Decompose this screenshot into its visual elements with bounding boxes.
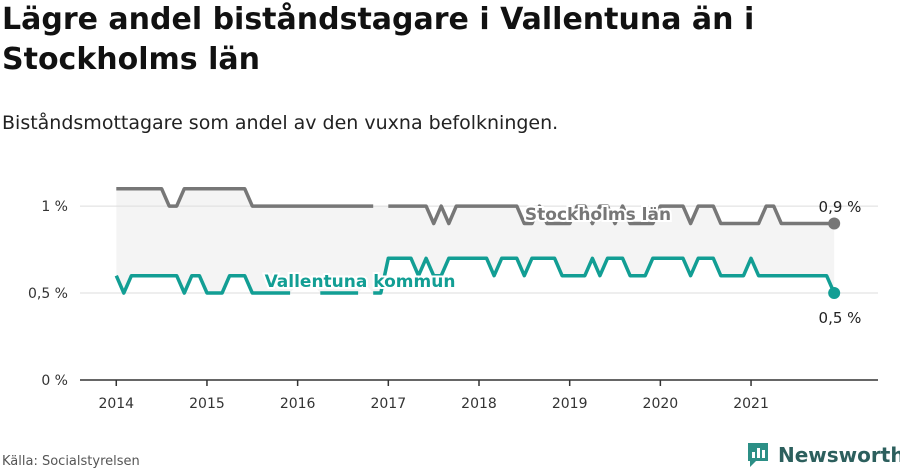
series-line-0	[116, 186, 374, 208]
y-tick-label: 1 %	[41, 199, 68, 215]
newsworthy-logo-icon	[746, 441, 770, 469]
end-value-label-vallentuna: 0,5 %	[819, 309, 862, 327]
x-tick-label: 2017	[370, 396, 406, 412]
brand-logo[interactable]: Newsworthy	[746, 441, 900, 469]
x-tick-label: 2014	[98, 396, 134, 412]
range-band	[116, 188, 835, 293]
series-line-1	[373, 256, 836, 295]
chart-title: Lägre andel biståndstagare i Vallentuna …	[2, 2, 755, 77]
series-end-point-0	[828, 217, 841, 230]
x-tick-label: 2015	[189, 396, 225, 412]
end-value-label-stockholm: 0,9 %	[819, 198, 862, 216]
y-tick-label: 0,5 %	[28, 286, 68, 302]
x-tick-label: 2021	[733, 396, 769, 412]
chart-subtitle: Biståndsmottagare som andel av den vuxna…	[2, 112, 559, 134]
x-tick-label: 2020	[643, 396, 679, 412]
x-tick-label: 2019	[552, 396, 588, 412]
y-tick-label: 0 %	[41, 373, 68, 389]
series-line-0	[388, 204, 835, 226]
series-label-vallentuna: Vallentuna kommun	[265, 272, 456, 292]
series-end-point-1	[828, 287, 841, 300]
x-tick-label: 2018	[461, 396, 497, 412]
series-line-1	[114, 273, 291, 295]
brand-name: Newsworthy	[778, 443, 900, 467]
x-tick-label: 2016	[280, 396, 316, 412]
series-label-stockholm: Stockholms län	[525, 205, 671, 225]
source-note: Källa: Socialstyrelsen	[2, 454, 140, 469]
